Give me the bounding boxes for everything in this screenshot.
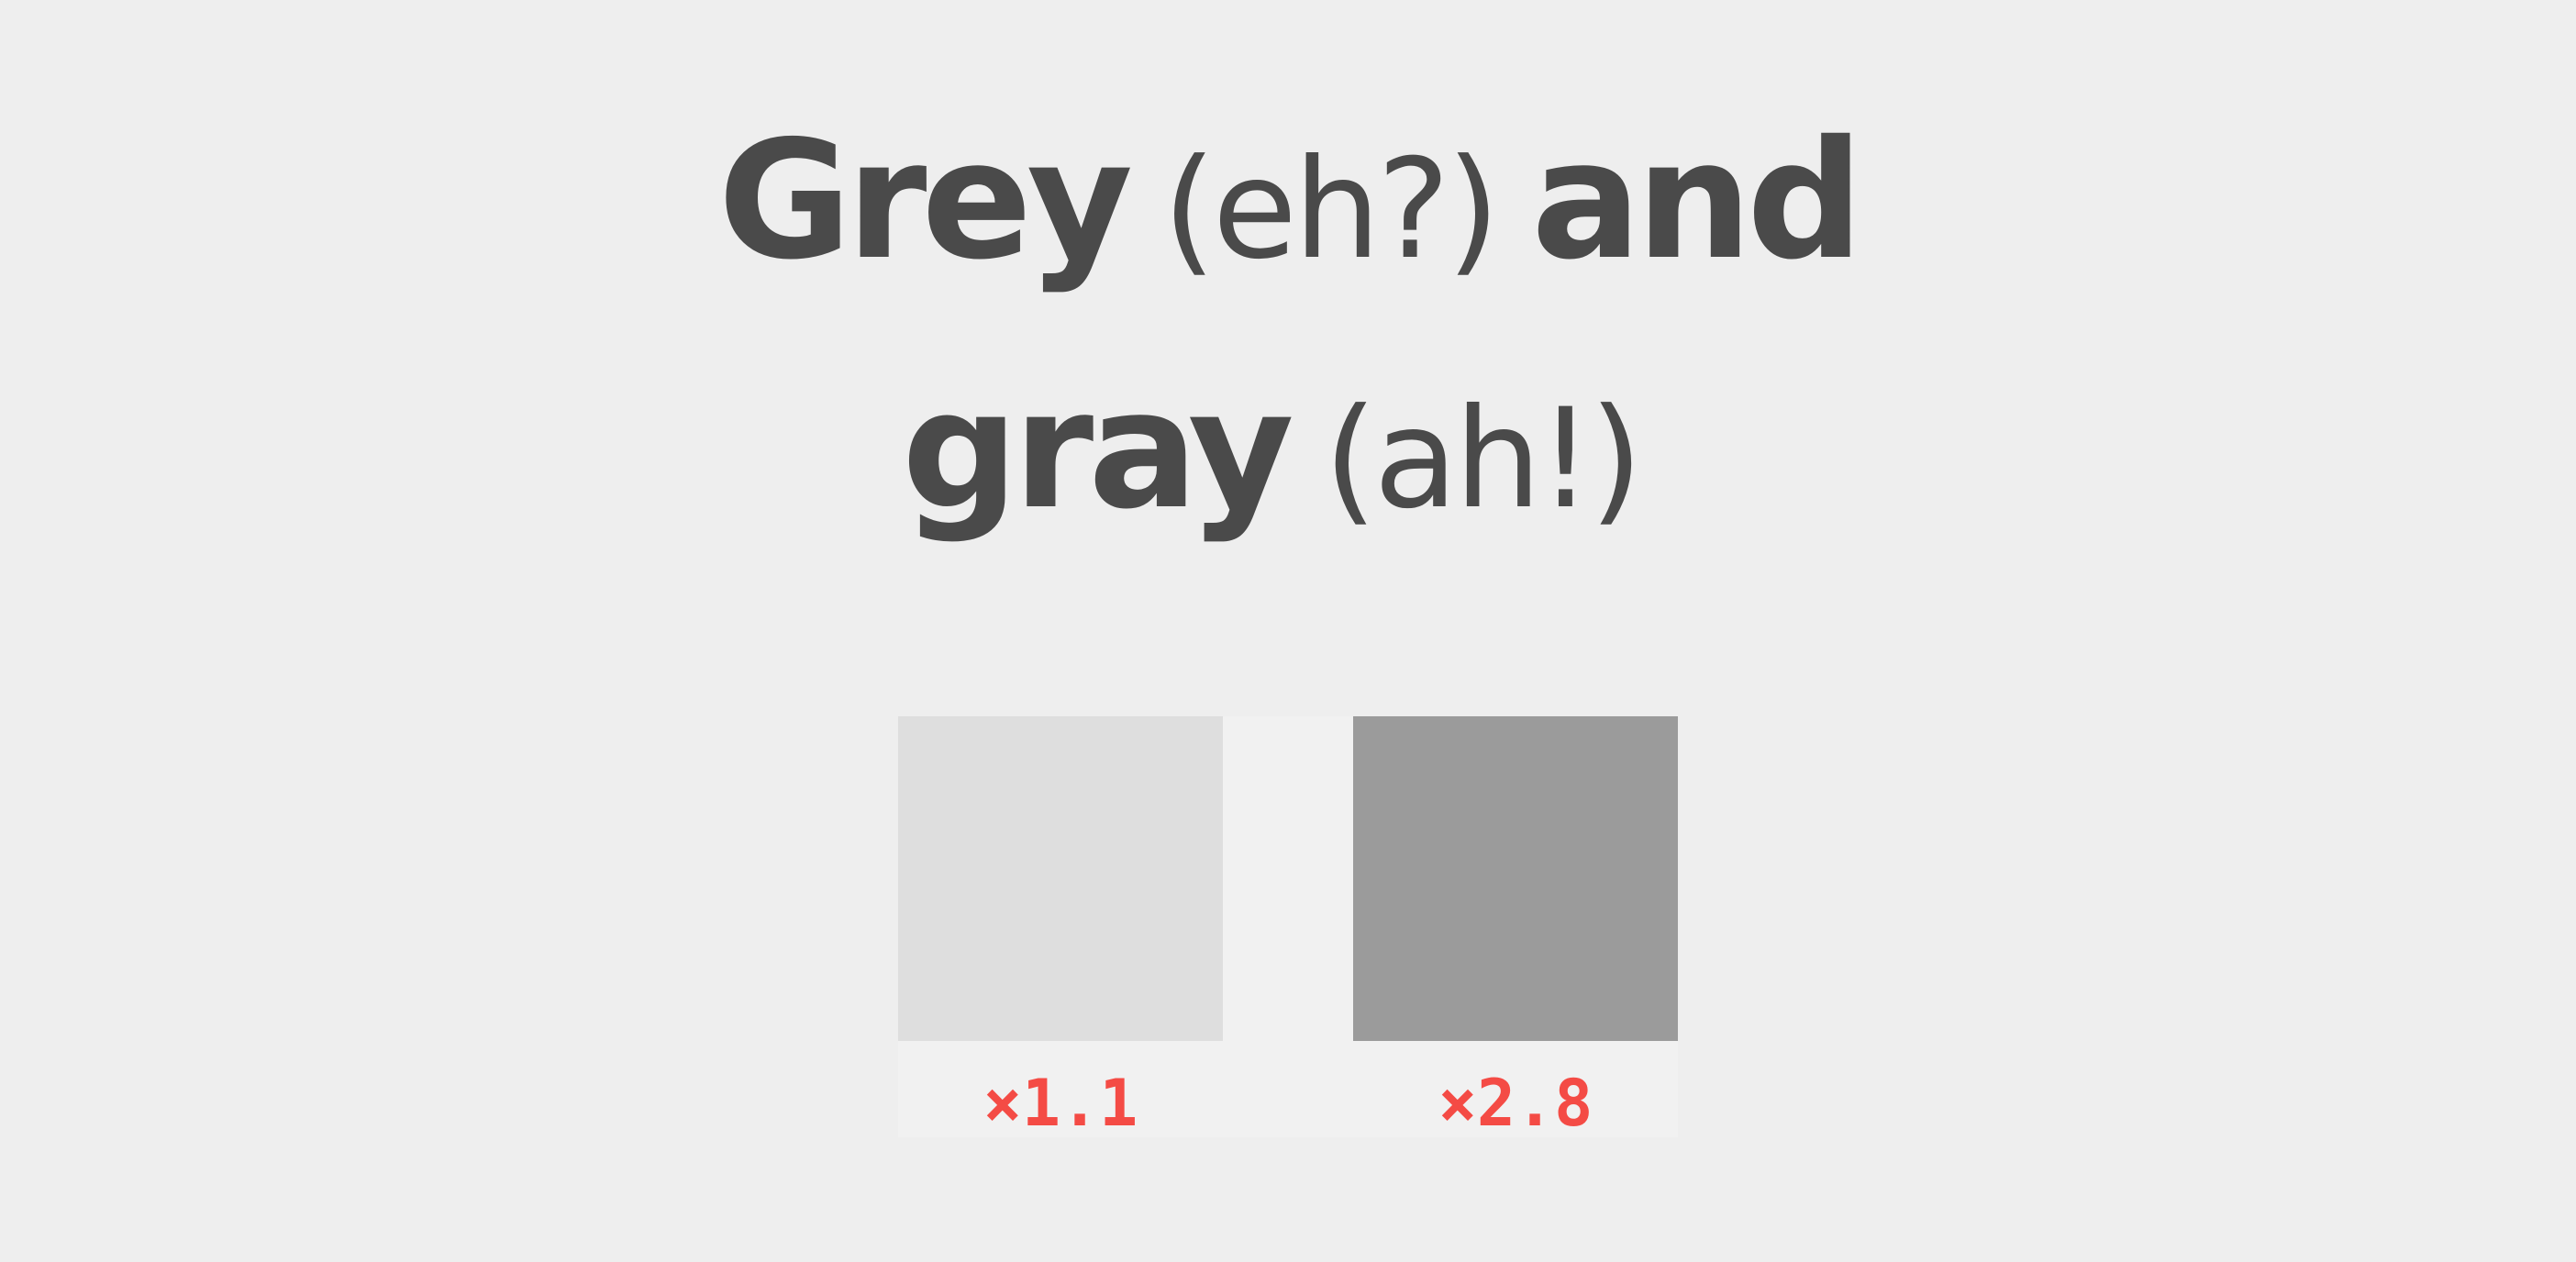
heading-aside-eh: (eh?) (1162, 130, 1500, 290)
heading-word-and: and (1531, 105, 1863, 295)
heading-line-1: Grey (eh?) and (0, 119, 2576, 282)
dark-grey-swatch (1353, 716, 1678, 1041)
heading-word-gray: gray (901, 355, 1294, 545)
swatch-comparison: ×1.1 ×2.8 (898, 716, 1678, 1137)
heading-aside-ah: (ah!) (1323, 380, 1643, 539)
heading-word-grey: Grey (717, 105, 1134, 295)
light-grey-swatch (898, 716, 1223, 1041)
light-swatch-contrast-ratio: ×1.1 (983, 1066, 1138, 1141)
heading-line-2: gray (ah!) (0, 369, 2576, 532)
dark-swatch-contrast-ratio: ×2.8 (1438, 1066, 1593, 1141)
